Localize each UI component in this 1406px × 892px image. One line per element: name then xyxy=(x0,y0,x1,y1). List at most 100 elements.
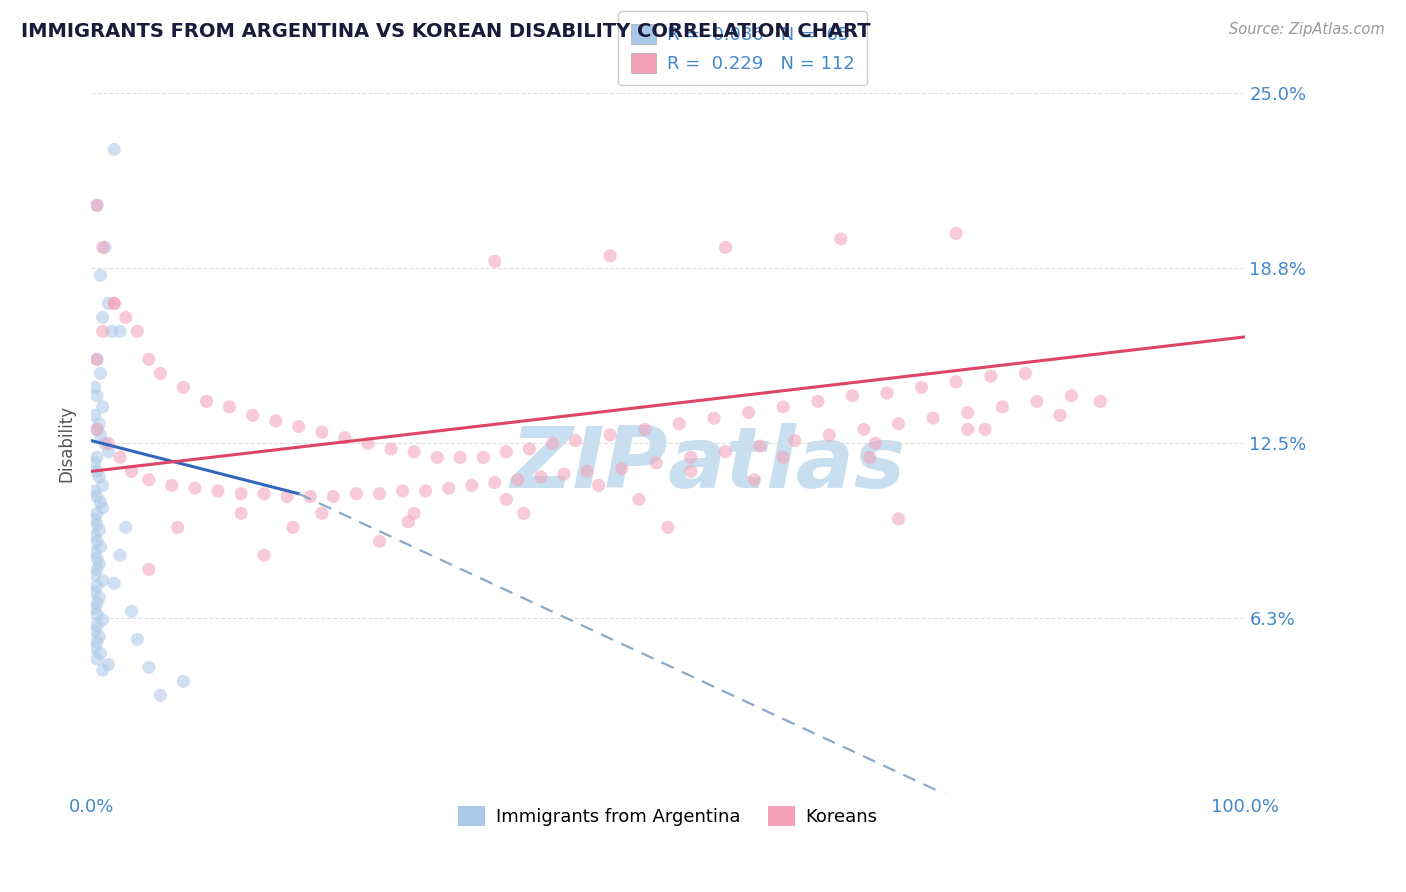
Point xyxy=(86,507,108,521)
Text: Source: ZipAtlas.com: Source: ZipAtlas.com xyxy=(1229,22,1385,37)
Point xyxy=(149,367,172,381)
Point xyxy=(980,369,1002,384)
Point xyxy=(149,689,172,703)
Point xyxy=(83,545,105,559)
Point xyxy=(86,352,108,367)
Point xyxy=(553,467,575,482)
Point xyxy=(83,483,105,498)
Point xyxy=(89,630,111,644)
Point xyxy=(714,444,737,458)
Point xyxy=(945,375,967,389)
Point xyxy=(519,442,541,456)
Point xyxy=(368,487,391,501)
Point xyxy=(495,444,517,458)
Point xyxy=(772,450,794,465)
Point xyxy=(97,296,120,310)
Point xyxy=(86,352,108,367)
Point xyxy=(89,417,111,431)
Point xyxy=(86,635,108,649)
Point xyxy=(86,596,108,610)
Point xyxy=(97,444,120,458)
Text: ZIP: ZIP xyxy=(510,423,668,506)
Point xyxy=(276,490,298,504)
Point xyxy=(830,232,852,246)
Point xyxy=(103,576,125,591)
Point xyxy=(103,296,125,310)
Point xyxy=(89,523,111,537)
Point xyxy=(333,431,356,445)
Point xyxy=(380,442,402,456)
Point xyxy=(737,406,759,420)
Point xyxy=(172,380,194,394)
Point xyxy=(299,490,322,504)
Point xyxy=(91,613,114,627)
Point xyxy=(749,439,772,453)
Point xyxy=(668,417,690,431)
Point xyxy=(83,380,105,394)
Point xyxy=(311,425,333,439)
Point xyxy=(876,386,898,401)
Point xyxy=(841,389,863,403)
Point xyxy=(86,422,108,436)
Point xyxy=(229,487,252,501)
Text: atlas: atlas xyxy=(668,423,905,506)
Point xyxy=(94,436,117,450)
Point xyxy=(108,324,131,338)
Point xyxy=(956,422,979,436)
Point xyxy=(495,492,517,507)
Y-axis label: Disability: Disability xyxy=(58,405,75,482)
Point xyxy=(89,470,111,484)
Point xyxy=(86,607,108,622)
Point xyxy=(86,490,108,504)
Point xyxy=(541,436,564,450)
Point xyxy=(599,428,621,442)
Point xyxy=(744,473,766,487)
Point xyxy=(610,461,633,475)
Point xyxy=(86,562,108,576)
Point xyxy=(83,529,105,543)
Point xyxy=(86,198,108,212)
Point xyxy=(1060,389,1083,403)
Point xyxy=(166,520,188,534)
Point xyxy=(91,240,114,254)
Point xyxy=(89,646,111,660)
Point xyxy=(714,240,737,254)
Point xyxy=(449,450,471,465)
Point xyxy=(679,450,702,465)
Point xyxy=(346,487,368,501)
Point xyxy=(138,562,160,576)
Point xyxy=(103,296,125,310)
Point xyxy=(91,663,114,677)
Point xyxy=(160,478,183,492)
Point xyxy=(1014,367,1036,381)
Point xyxy=(599,249,621,263)
Point xyxy=(910,380,932,394)
Point xyxy=(86,517,108,532)
Point xyxy=(83,601,105,615)
Point xyxy=(138,473,160,487)
Point xyxy=(86,534,108,549)
Point xyxy=(396,515,419,529)
Point xyxy=(974,422,997,436)
Point xyxy=(1049,409,1071,423)
Point xyxy=(887,512,910,526)
Point xyxy=(818,428,841,442)
Point xyxy=(97,436,120,450)
Point xyxy=(207,483,229,498)
Point xyxy=(138,352,160,367)
Point xyxy=(1025,394,1047,409)
Point xyxy=(83,624,105,638)
Point xyxy=(564,434,586,448)
Point xyxy=(121,464,143,478)
Point xyxy=(472,450,495,465)
Point xyxy=(404,444,426,458)
Point xyxy=(108,549,131,563)
Point xyxy=(484,254,506,268)
Point xyxy=(172,674,194,689)
Point xyxy=(922,411,945,425)
Point xyxy=(86,618,108,632)
Point xyxy=(484,475,506,490)
Point xyxy=(1090,394,1112,409)
Point xyxy=(506,473,529,487)
Point xyxy=(86,464,108,478)
